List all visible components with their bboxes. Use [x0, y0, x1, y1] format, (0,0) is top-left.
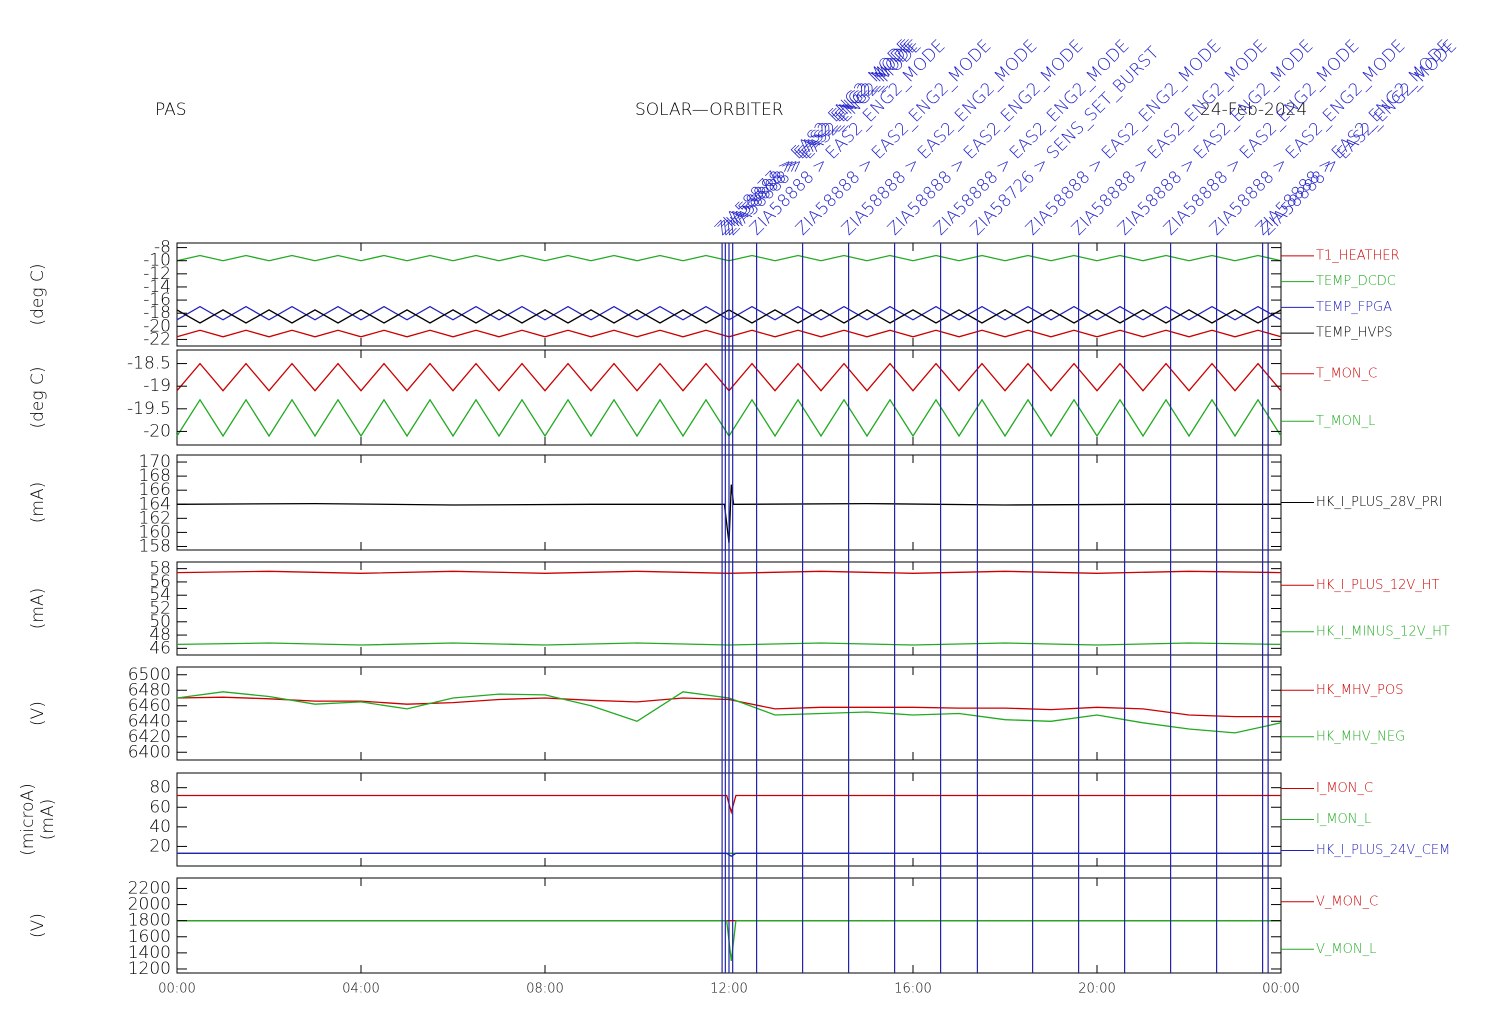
series-line: [177, 794, 1281, 815]
x-tick-label: 08:00: [526, 982, 563, 997]
y-axis-label: (mA): [28, 482, 48, 523]
y-tick-label: 6460: [128, 696, 171, 716]
y-tick-label: -22: [143, 329, 171, 349]
header-center: SOLAR—ORBITER: [635, 100, 784, 120]
y-tick-label: 1200: [128, 959, 171, 979]
y-tick-label: 46: [149, 638, 171, 658]
y-tick-label: 6420: [128, 727, 171, 747]
y-tick-label: 52: [149, 599, 171, 619]
y-tick-label: 2200: [128, 878, 171, 898]
y-tick-label: 80: [149, 778, 171, 798]
y-tick-label: 6500: [128, 665, 171, 685]
y-tick-label: 6400: [128, 742, 171, 762]
x-tick-label: 00:00: [1262, 982, 1299, 997]
y-tick-label: -20: [143, 421, 171, 441]
legend-label: T_MON_C: [1316, 366, 1377, 381]
y-tick-label: 56: [149, 572, 171, 592]
y-tick-label: -18.5: [127, 354, 171, 374]
x-tick-label: 00:00: [158, 982, 195, 997]
legend-label: TEMP_DCDC: [1316, 274, 1396, 289]
x-tick-label: 04:00: [342, 982, 379, 997]
y-tick-label: 48: [149, 625, 171, 645]
y-tick-label: -10: [143, 251, 171, 271]
y-axis-label: (deg C): [28, 264, 48, 326]
y-tick-label: 1800: [128, 911, 171, 931]
y-tick-label: 40: [149, 817, 171, 837]
y-tick-label: 166: [139, 480, 171, 500]
y-tick-label: 50: [149, 612, 171, 632]
y-tick-label: -19: [143, 376, 171, 396]
y-tick-label: -19.5: [127, 399, 171, 419]
y-tick-label: 1400: [128, 943, 171, 963]
y-tick-label: 170: [139, 452, 171, 472]
y-tick-label: 6480: [128, 680, 171, 700]
y-tick-label: 168: [139, 466, 171, 486]
x-tick-label: 20:00: [1078, 982, 1115, 997]
y-tick-label: -8: [154, 238, 171, 258]
y-tick-label: 20: [149, 836, 171, 856]
y-tick-label: 6440: [128, 711, 171, 731]
x-tick-label: 16:00: [894, 982, 931, 997]
legend-label: I_MON_C: [1316, 781, 1373, 796]
series-line: [176, 484, 1281, 544]
y-axis-label: (microA): [18, 783, 38, 856]
y-tick-label: 160: [139, 522, 171, 542]
y-tick-label: 58: [149, 559, 171, 579]
y-tick-label: 54: [149, 585, 171, 605]
series-line: [177, 852, 1281, 857]
legend-label: TEMP_FPGA: [1316, 300, 1392, 315]
y-tick-label: -18: [143, 303, 171, 323]
legend-label: HK_I_PLUS_28V_PRI: [1316, 495, 1442, 510]
legend-label: HK_I_PLUS_12V_HT: [1316, 578, 1440, 593]
legend-label: V_MON_C: [1316, 894, 1378, 909]
legend-label: HK_I_PLUS_24V_CEM: [1316, 843, 1450, 858]
legend-label: T_MON_L: [1316, 414, 1375, 429]
y-tick-label: -14: [143, 277, 171, 297]
x-tick-label: 12:00: [710, 982, 747, 997]
header-left: PAS: [155, 100, 187, 120]
legend-label: I_MON_L: [1316, 812, 1371, 827]
y-axis-label: (V): [28, 701, 48, 726]
y-tick-label: -20: [143, 316, 171, 336]
y-tick-label: 158: [139, 536, 171, 556]
legend-label: V_MON_L: [1316, 942, 1376, 957]
series-line: [177, 920, 1281, 961]
y-axis-label: (V): [28, 913, 48, 938]
legend-label: TEMP_HVPS: [1316, 326, 1392, 341]
y-tick-label: -16: [143, 290, 171, 310]
y-axis-label: (mA): [28, 588, 48, 629]
y-axis-label: (deg C): [28, 367, 48, 429]
y-tick-label: 2000: [128, 895, 171, 915]
y-axis-label: (mA): [38, 799, 58, 840]
legend-label: HK_MHV_POS: [1316, 683, 1404, 698]
y-tick-label: 1600: [128, 927, 171, 947]
y-tick-label: 162: [139, 508, 171, 528]
legend-label: HK_I_MINUS_12V_HT: [1316, 624, 1450, 639]
legend-label: T1_HEATHER: [1316, 248, 1400, 263]
y-tick-label: -12: [143, 264, 171, 284]
y-tick-label: 60: [149, 797, 171, 817]
legend-label: HK_MHV_NEG: [1316, 729, 1405, 744]
y-tick-label: 164: [139, 494, 171, 514]
header-right: 24-Feb-2024: [1200, 100, 1307, 120]
